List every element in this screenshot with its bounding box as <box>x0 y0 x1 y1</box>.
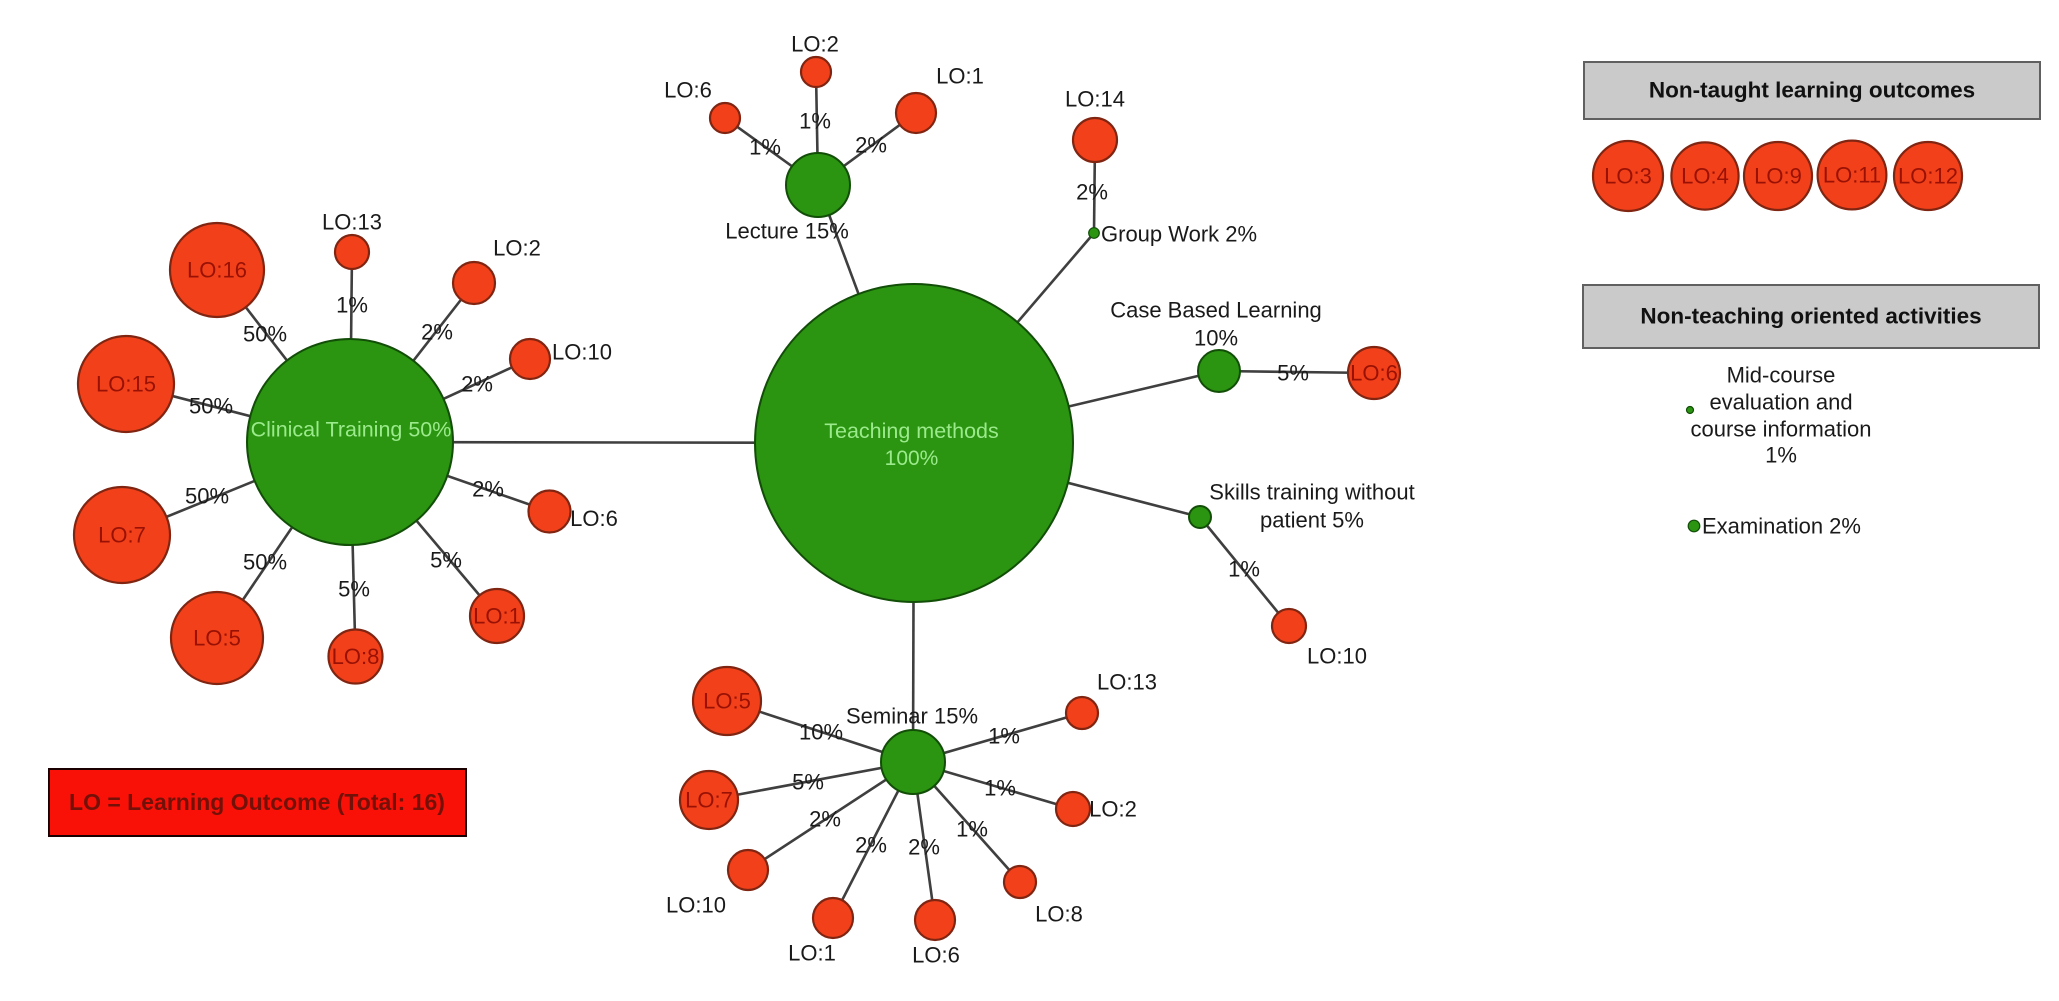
svg-text:LO:9: LO:9 <box>1754 164 1802 189</box>
svg-text:1%: 1% <box>956 817 988 842</box>
svg-text:1%: 1% <box>1228 557 1260 582</box>
svg-text:LO:7: LO:7 <box>98 523 146 548</box>
svg-text:LO:12: LO:12 <box>1898 164 1958 189</box>
svg-text:LO:10: LO:10 <box>1307 644 1367 669</box>
svg-text:LO:1: LO:1 <box>788 941 836 966</box>
svg-text:evaluation and: evaluation and <box>1709 390 1852 415</box>
svg-text:LO:2: LO:2 <box>791 32 839 57</box>
svg-text:1%: 1% <box>984 776 1016 801</box>
svg-text:1%: 1% <box>988 724 1020 749</box>
svg-text:2%: 2% <box>1076 180 1108 205</box>
svg-text:LO:14: LO:14 <box>1065 87 1125 112</box>
svg-text:LO:5: LO:5 <box>703 689 751 714</box>
svg-text:LO:7: LO:7 <box>685 788 733 813</box>
svg-text:1%: 1% <box>1765 443 1797 468</box>
svg-text:10%: 10% <box>799 720 843 745</box>
svg-text:2%: 2% <box>809 807 841 832</box>
svg-text:LO:8: LO:8 <box>332 644 380 669</box>
svg-text:Clinical Training 50%: Clinical Training 50% <box>251 418 452 442</box>
svg-text:Group Work 2%: Group Work 2% <box>1101 222 1257 247</box>
svg-text:1%: 1% <box>799 109 831 134</box>
svg-text:LO:2: LO:2 <box>1089 797 1137 822</box>
svg-text:LO:16: LO:16 <box>187 258 247 283</box>
svg-text:LO:5: LO:5 <box>193 626 241 651</box>
svg-text:5%: 5% <box>792 770 824 795</box>
svg-text:Seminar 15%: Seminar 15% <box>846 704 978 729</box>
svg-text:2%: 2% <box>908 835 940 860</box>
svg-text:LO:6: LO:6 <box>912 943 960 968</box>
svg-text:LO:1: LO:1 <box>936 64 984 89</box>
svg-text:patient 5%: patient 5% <box>1260 508 1364 533</box>
svg-text:LO:13: LO:13 <box>322 210 382 235</box>
svg-text:50%: 50% <box>243 550 287 575</box>
svg-text:LO = Learning Outcome (Total:: LO = Learning Outcome (Total: 16) <box>69 789 445 815</box>
svg-text:Examination 2%: Examination 2% <box>1702 514 1861 539</box>
svg-text:course information: course information <box>1691 417 1872 442</box>
svg-text:Non-teaching oriented activiti: Non-teaching oriented activities <box>1640 304 1981 329</box>
svg-text:2%: 2% <box>461 372 493 397</box>
svg-text:LO:4: LO:4 <box>1681 164 1729 189</box>
svg-text:2%: 2% <box>421 320 453 345</box>
svg-text:Case Based Learning: Case Based Learning <box>1110 298 1322 323</box>
svg-text:5%: 5% <box>1277 361 1309 386</box>
svg-text:100%: 100% <box>885 447 939 470</box>
svg-text:LO:1: LO:1 <box>473 604 521 629</box>
svg-text:Skills training without: Skills training without <box>1209 480 1414 505</box>
svg-text:10%: 10% <box>1194 326 1238 351</box>
svg-text:2%: 2% <box>855 833 887 858</box>
svg-text:Lecture 15%: Lecture 15% <box>725 219 849 244</box>
svg-text:LO:6: LO:6 <box>664 78 712 103</box>
svg-text:50%: 50% <box>185 484 229 509</box>
svg-text:LO:6: LO:6 <box>570 506 618 531</box>
svg-text:5%: 5% <box>338 577 370 602</box>
svg-text:LO:13: LO:13 <box>1097 670 1157 695</box>
svg-text:50%: 50% <box>243 322 287 347</box>
svg-text:Non-taught learning outcomes: Non-taught learning outcomes <box>1649 78 1975 103</box>
svg-text:5%: 5% <box>430 548 462 573</box>
svg-text:Mid-course: Mid-course <box>1727 363 1836 388</box>
svg-text:Teaching methods: Teaching methods <box>824 419 999 443</box>
svg-text:2%: 2% <box>855 133 887 158</box>
svg-text:1%: 1% <box>749 135 781 160</box>
svg-text:LO:8: LO:8 <box>1035 902 1083 927</box>
svg-text:LO:3: LO:3 <box>1604 164 1652 189</box>
svg-text:LO:2: LO:2 <box>493 236 541 261</box>
svg-text:LO:11: LO:11 <box>1823 163 1881 188</box>
svg-text:LO:15: LO:15 <box>96 372 156 397</box>
svg-text:LO:6: LO:6 <box>1350 361 1398 386</box>
svg-text:50%: 50% <box>189 394 233 419</box>
svg-text:LO:10: LO:10 <box>552 340 612 365</box>
svg-text:2%: 2% <box>472 477 504 502</box>
svg-text:1%: 1% <box>336 293 368 318</box>
svg-text:LO:10: LO:10 <box>666 893 726 918</box>
